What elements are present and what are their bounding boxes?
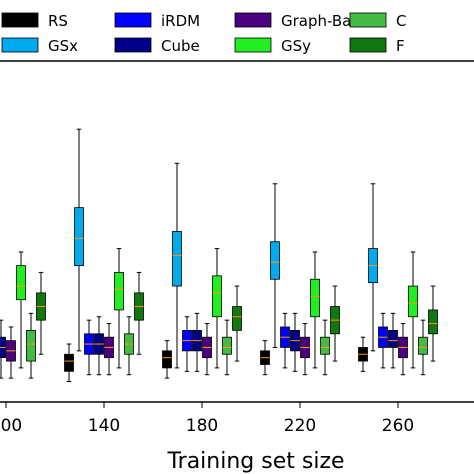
box-f — [36, 271, 46, 355]
box-graph-based — [6, 326, 16, 379]
box-c — [124, 316, 134, 376]
box-gsy — [114, 248, 124, 369]
box-f — [330, 285, 340, 362]
box-gsy — [16, 251, 26, 369]
box-rs — [64, 343, 74, 383]
box — [310, 278, 320, 318]
box-gsy — [408, 251, 418, 369]
box-cube — [0, 319, 6, 379]
box — [74, 207, 84, 267]
x-axis-title: Training set size — [166, 449, 344, 474]
box-f — [428, 285, 438, 362]
box-c — [26, 312, 36, 379]
box — [232, 306, 242, 331]
box — [270, 241, 280, 280]
box-rs — [162, 340, 172, 379]
box-gsy — [212, 248, 222, 369]
box-irdm — [84, 319, 94, 376]
box — [418, 336, 428, 355]
box — [388, 329, 398, 348]
box-irdm — [378, 312, 388, 369]
legend-label: RS — [48, 12, 68, 30]
box-graph-based — [104, 323, 114, 376]
box-graph-based — [300, 323, 310, 376]
legend-swatch — [234, 37, 272, 53]
box-gsx — [368, 183, 378, 352]
box-c — [418, 319, 428, 376]
legend-swatch — [114, 12, 152, 28]
box-rs — [260, 340, 270, 376]
legend-label: GSx — [48, 37, 78, 55]
legend-label: F — [396, 37, 405, 55]
box-gsx — [74, 128, 84, 352]
legend-swatch — [349, 37, 387, 53]
box — [320, 336, 330, 355]
box — [26, 329, 36, 362]
box-rs — [358, 336, 368, 372]
x-tick-label: 180 — [186, 416, 218, 436]
box — [16, 265, 26, 301]
legend-label: iRDM — [161, 12, 200, 30]
box-c — [320, 319, 330, 376]
box-gsx — [172, 162, 182, 369]
box — [222, 336, 232, 355]
box-gsy — [310, 251, 320, 369]
x-tick-label: 220 — [284, 416, 316, 436]
legend-label: GSy — [281, 37, 311, 55]
box — [428, 309, 438, 335]
box — [408, 285, 418, 318]
legend-swatch — [234, 12, 272, 28]
box-irdm — [280, 312, 290, 369]
x-tick-label: 100 — [0, 416, 22, 436]
box — [212, 275, 222, 318]
legend-swatch — [349, 12, 387, 28]
legend-label: Cube — [161, 37, 200, 55]
boxes-layer — [0, 128, 438, 383]
box-cube — [94, 316, 104, 376]
box-irdm — [182, 316, 192, 372]
box-graph-based — [202, 323, 212, 376]
box — [64, 353, 74, 372]
x-tick-label: 140 — [88, 416, 120, 436]
box-cube — [388, 312, 398, 369]
box-cube — [290, 312, 300, 372]
box — [114, 272, 124, 311]
box-c — [222, 319, 232, 376]
box-gsx — [270, 183, 280, 348]
box-graph-based — [398, 323, 408, 376]
box — [172, 231, 182, 287]
x-tick-label: 260 — [382, 416, 414, 436]
box-cube — [192, 312, 202, 372]
box-f — [232, 285, 242, 362]
box — [162, 350, 172, 369]
legend-swatch — [1, 12, 39, 28]
legend-swatch — [114, 37, 152, 53]
legend-label: C — [396, 12, 406, 30]
box-f — [134, 271, 144, 355]
x-ticks: 100 140 180 220 260 — [0, 402, 414, 436]
legend-swatch — [1, 37, 39, 53]
